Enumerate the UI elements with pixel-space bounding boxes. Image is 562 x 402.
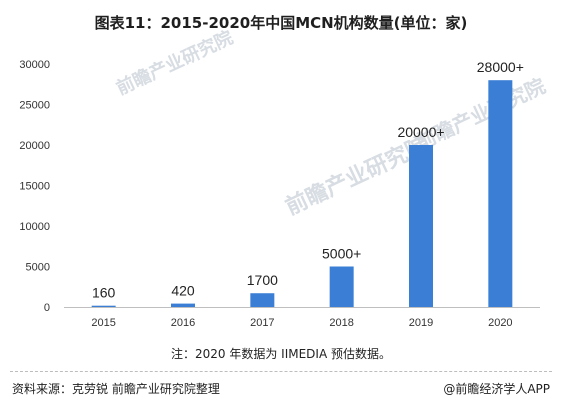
x-tick-label: 2017 — [250, 317, 274, 329]
y-tick-label: 15000 — [19, 181, 50, 193]
x-tick-label: 2015 — [91, 317, 115, 329]
y-axis: 0 5000 10000 15000 20000 25000 30000 — [19, 59, 50, 314]
watermark-text: 前瞻产业研究院 — [113, 26, 236, 99]
y-tick-label: 20000 — [19, 140, 50, 152]
data-label-2015: 160 — [92, 285, 116, 301]
y-tick-label: 30000 — [19, 59, 50, 71]
data-label-2017: 1700 — [247, 272, 278, 288]
data-label-2016: 420 — [171, 283, 195, 299]
footer-divider — [10, 371, 552, 372]
y-tick-label: 0 — [44, 302, 50, 314]
chart-note: 注：2020 年数据为 IIMEDIA 预估数据。 — [171, 347, 391, 361]
bar-2015 — [91, 305, 116, 307]
x-tick-label: 2019 — [409, 317, 433, 329]
y-tick-label: 25000 — [19, 100, 50, 112]
bar-2020 — [488, 80, 513, 307]
data-label-2020: 28000+ — [477, 59, 524, 75]
y-tick-label: 10000 — [19, 221, 50, 233]
bar-2016 — [171, 303, 195, 307]
data-label-2019: 20000+ — [397, 124, 444, 140]
x-axis: 2015 2016 2017 2018 2019 2020 — [91, 317, 512, 329]
credit-text: @前瞻经济学人APP — [443, 382, 550, 396]
x-tick-label: 2020 — [488, 317, 512, 329]
bar-2019 — [409, 145, 433, 307]
data-labels: 160 420 1700 5000+ 20000+ 28000+ — [92, 59, 524, 301]
x-tick-label: 2018 — [329, 317, 353, 329]
bar-series — [91, 80, 513, 307]
bar-2017 — [250, 293, 275, 307]
watermark-text: 前瞻产业研究院 — [412, 74, 549, 155]
chart-title: 图表11：2015-2020年中国MCN机构数量(单位：家) — [94, 14, 468, 32]
y-tick-label: 5000 — [26, 262, 50, 274]
source-text: 资料来源：克劳锐 前瞻产业研究院整理 — [12, 382, 220, 396]
bar-2018 — [329, 266, 354, 307]
data-label-2018: 5000+ — [322, 246, 361, 262]
x-tick-label: 2016 — [171, 317, 195, 329]
